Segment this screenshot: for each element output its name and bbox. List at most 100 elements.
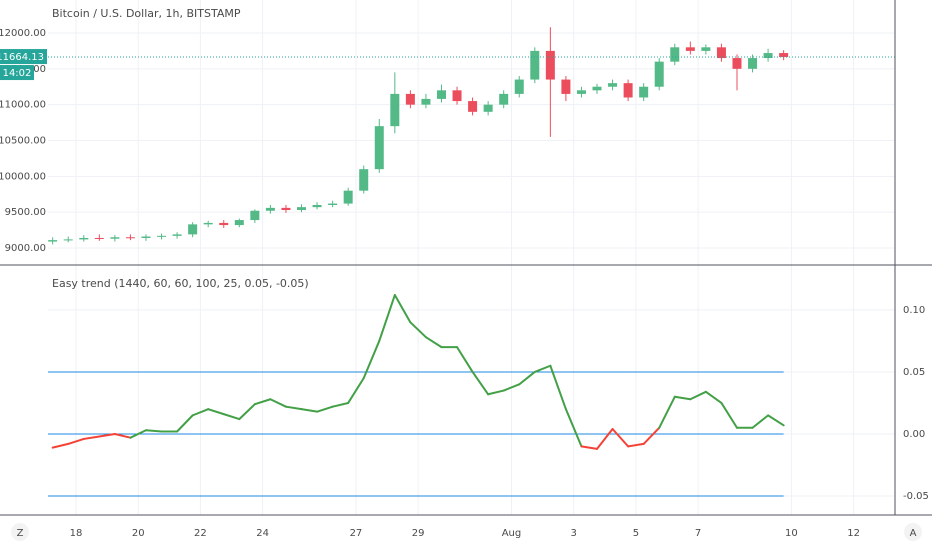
y-tick-label: 9500.00 [5,207,46,218]
indicator-segment [82,435,101,440]
candle-body [110,237,120,239]
candle-body [297,207,307,211]
toolbar-left[interactable]: Z [17,528,24,539]
indicator-segment [316,405,334,413]
candle-body [561,79,571,94]
indicator-segment [191,408,210,417]
x-tick-label: 20 [132,528,145,539]
y-tick-label: 0.05 [903,367,925,378]
indicator-segment [362,339,381,380]
candle-body [499,93,509,105]
candle-body [265,207,275,211]
candle-body [732,58,742,69]
x-tick-label: 12 [847,528,860,539]
y-tick-label: 0.10 [903,305,925,316]
candle-body [716,47,726,59]
candle-body [63,239,73,241]
y-tick-label: -0.05 [903,491,929,502]
candle-body [623,83,633,98]
indicator-segment [253,398,272,406]
indicator-segment [689,390,707,401]
indicator-segment [673,395,692,401]
indicator-segment [284,405,303,411]
x-tick-label: 22 [194,528,207,539]
candle-body [328,203,338,206]
candle-body [592,86,602,91]
x-tick-label: 5 [633,528,639,539]
toolbar-right[interactable]: A [910,528,917,539]
indicator-segment [409,321,427,339]
y-tick-label: 12000.00 [0,28,46,39]
countdown-box [0,65,34,81]
indicator-segment [144,429,163,433]
indicator-segment [238,403,256,421]
indicator-segment [378,294,396,342]
x-tick-label: Aug [502,528,522,539]
candle-body [79,237,89,240]
candle-body [188,224,198,235]
last-price-label: 11664.13 [0,52,44,63]
candle-body [545,50,555,80]
candle-body [514,79,524,94]
indicator-segment [564,408,583,448]
y-tick-label: 0.00 [903,429,925,440]
labels-layer: 18 20 22 24 27 29 Aug 3 5 7 10 12 9000.00 9500.00 1000… [0,28,929,539]
candle-body [172,234,182,236]
candle-body [468,101,478,112]
indicator-segment [269,398,287,408]
indicator-segment [767,414,785,427]
y-tick-label: 9000.00 [5,243,46,254]
indicator-title: Easy trend (1440, 60, 60, 100, 25, 0.05,… [52,277,309,290]
candle-body [763,53,773,59]
last-price-box [0,49,47,65]
indicator-segment [611,428,630,448]
candle-body [203,222,213,225]
indicator-segment [67,437,85,445]
toolbar-button[interactable] [904,523,922,541]
indicator-segment [129,429,147,439]
indicator-segment [222,413,241,421]
candle-body [701,47,711,51]
x-tick-label: 10 [785,528,798,539]
toolbar-button[interactable] [11,523,29,541]
candle-body [312,205,322,208]
countdown-label: 14:02 [3,68,32,79]
candle-body [374,126,384,170]
candle-body [576,90,586,94]
chart-title: Bitcoin / U.S. Dollar, 1h, BITSTAMP [52,7,241,20]
indicator-segment [207,408,225,416]
indicator-segment [347,377,365,404]
candle-body [608,83,618,87]
candle-body [483,104,493,112]
candle-body [779,53,789,58]
indicator-segment [487,389,505,396]
y-tick-label: 11000.00 [0,100,46,111]
indicator-segment [113,432,132,439]
candle-body [748,58,758,69]
indicator-segment [704,390,723,404]
indicator-segment [176,414,194,433]
candle-body [390,93,400,127]
candle-body [125,237,135,239]
candle-body [343,190,353,204]
candle-body [654,61,664,87]
indicator-segment [751,414,770,429]
candle-body [670,47,680,62]
indicator-segment [720,401,738,429]
candle-body [452,90,462,102]
indicator-segment [580,445,599,450]
indicator-segment [456,346,474,373]
candle-body [234,220,244,226]
candle-body [685,47,695,51]
indicator-segment [331,401,350,408]
x-tick-label: 27 [350,528,363,539]
candle-body [281,207,291,211]
candle-body [94,237,104,239]
indicator-segment [98,432,116,438]
indicator-segment [300,408,319,413]
y-tick-label: 10500.00 [0,135,46,146]
candle-body [141,236,151,238]
candle-body [436,90,446,99]
x-tick-label: 29 [412,528,425,539]
